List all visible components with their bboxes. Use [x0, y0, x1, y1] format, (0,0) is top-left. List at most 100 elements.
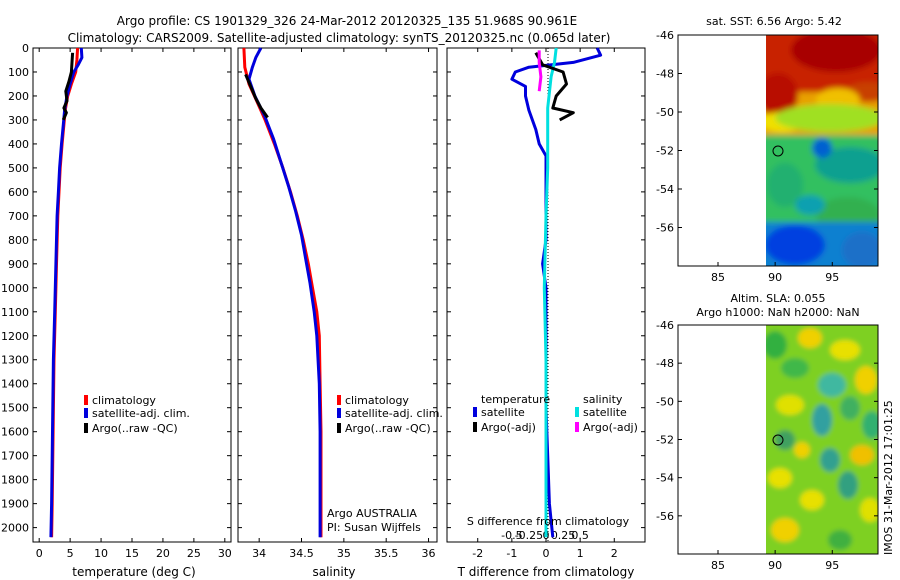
- y-tick-label: 500: [8, 162, 29, 175]
- map-y-tick-label: -54: [656, 472, 674, 485]
- argo-pi-label: PI: Susan Wijffels: [327, 521, 421, 534]
- map-y-tick-label: -56: [656, 222, 674, 235]
- sst-argo-location-marker: [772, 145, 784, 157]
- salinity-series: [242, 47, 323, 538]
- salinity-panel: 34 34.5 35 35.5 36 salinity climatology sate…: [237, 47, 443, 579]
- sla-map-title-line1: Altim. SLA: 0.055: [730, 292, 825, 305]
- series-line-climatology: [242, 47, 323, 538]
- map-y-tick-label: -50: [656, 395, 674, 408]
- y-tick-label: 200: [8, 90, 29, 103]
- legend-label-satellite: satellite-adj. clim.: [92, 407, 190, 420]
- y-tick-label: 1600: [1, 426, 29, 439]
- sla-map-title-line2: Argo h1000: NaN h2000: NaN: [696, 306, 859, 319]
- legend-swatch-satellite: [84, 408, 88, 418]
- legend-swatch-argo: [84, 423, 88, 433]
- legend-label-climatology: climatology: [345, 394, 409, 407]
- s-tick-label: 0.25: [551, 529, 576, 542]
- y-tick-label: 0: [22, 42, 29, 55]
- difference-series: [510, 47, 603, 538]
- y-tick-label: 1300: [1, 354, 29, 367]
- map-x-tick-label: 95: [825, 271, 839, 284]
- y-tick-label: 400: [8, 138, 29, 151]
- series-line-argo: [244, 73, 269, 119]
- y-tick-label: 1500: [1, 402, 29, 415]
- x-tick-label: 25: [187, 547, 201, 560]
- temperature-panel: 0100200300400500600700800900100011001200…: [1, 42, 232, 579]
- map-x-tick-label: 95: [825, 559, 839, 572]
- sst-heatmap: [766, 35, 878, 266]
- map-y-tick-label: -52: [656, 145, 674, 158]
- map-y-tick-label: -46: [656, 29, 674, 42]
- legend-label-argo: Argo(..raw -QC): [345, 422, 431, 435]
- map-y-tick-label: -52: [656, 434, 674, 447]
- map-y-tick-label: -48: [656, 357, 674, 370]
- legend-label-t-argo: Argo(-adj): [481, 421, 536, 434]
- y-tick-label: 1100: [1, 306, 29, 319]
- legend-swatch-argo: [337, 423, 341, 433]
- temperature-series: [49, 47, 84, 538]
- legend-swatch-t-satellite: [473, 407, 477, 417]
- x-tick-label: 15: [125, 547, 139, 560]
- sla-heatmap: [766, 325, 878, 554]
- temperature-xlabel: temperature (deg C): [72, 565, 195, 579]
- series-line-satellite: [247, 47, 322, 538]
- x-tick-label: 35: [337, 547, 351, 560]
- legend-label-s-argo: Argo(-adj): [583, 421, 638, 434]
- x-tick-label: 34.5: [289, 547, 314, 560]
- legend-swatch-climatology: [84, 395, 88, 405]
- x-tick-label: 5: [67, 547, 74, 560]
- x-tick-label: 0: [543, 547, 550, 560]
- y-tick-label: 600: [8, 186, 29, 199]
- y-tick-label: 700: [8, 210, 29, 223]
- y-tick-label: 800: [8, 234, 29, 247]
- map-x-tick-label: 90: [768, 271, 782, 284]
- s-tick-label: 0.5: [571, 529, 589, 542]
- map-y-tick-label: -54: [656, 183, 674, 196]
- difference-legend: temperature salinity satellite Argo(-adj…: [473, 393, 638, 434]
- y-tick-label: 1700: [1, 450, 29, 463]
- map-x-tick-label: 85: [711, 559, 725, 572]
- x-tick-label: 0: [36, 547, 43, 560]
- legend-label-climatology: climatology: [92, 394, 156, 407]
- figure-title-line2: Climatology: CARS2009. Satellite-adjuste…: [68, 31, 611, 45]
- sla-argo-location-marker: [772, 434, 784, 446]
- legend-title-salinity: salinity: [583, 393, 623, 406]
- legend-swatch-satellite: [337, 408, 341, 418]
- difference-panel: -2 -1 0 1 2-0.5-0.25 0 0.250.5 T difference fr…: [446, 47, 646, 579]
- series-line-satellite: [49, 47, 84, 538]
- y-tick-label: 300: [8, 114, 29, 127]
- series-line-t-argo: [534, 52, 575, 122]
- map-x-tick-label: 85: [711, 271, 725, 284]
- x-tick-label: 34: [252, 547, 266, 560]
- y-tick-label: 1400: [1, 378, 29, 391]
- s-tick-label: -0.5: [501, 529, 522, 542]
- y-tick-label: 1000: [1, 282, 29, 295]
- y-tick-label: 1800: [1, 474, 29, 487]
- figure-title-line1: Argo profile: CS 1901329_326 24-Mar-2012…: [117, 14, 577, 28]
- sst-map-panel: sat. SST: 6.56 Argo: 5.42: [656, 15, 879, 284]
- x-tick-label: 36: [422, 547, 436, 560]
- legend-title-temperature: temperature: [481, 393, 550, 406]
- temperature-legend: climatology satellite-adj. clim. Argo(..…: [84, 394, 190, 435]
- sst-map-ticks: 85 90 95 -46 -48 -50 -52 -54 -56: [656, 29, 878, 284]
- salinity-ticks: 34 34.5 35 35.5 36: [238, 47, 437, 560]
- x-tick-label: 1: [577, 547, 584, 560]
- difference-xlabel-top: S difference from climatology: [467, 515, 630, 528]
- series-line-argo: [61, 52, 75, 121]
- series-line-t-satellite: [510, 47, 603, 538]
- map-y-tick-label: -48: [656, 68, 674, 81]
- sla-map-ticks: 85 90 95 -46 -48 -50 -52 -54 -56: [656, 319, 878, 572]
- y-tick-label: 100: [8, 66, 29, 79]
- x-tick-label: 20: [156, 547, 170, 560]
- imos-timestamp-label: IMOS 31-Mar-2012 17:01:25: [882, 400, 895, 555]
- map-x-tick-label: 90: [768, 559, 782, 572]
- legend-label-s-satellite: satellite: [583, 406, 627, 419]
- legend-swatch-s-argo: [575, 422, 579, 432]
- legend-swatch-t-argo: [473, 422, 477, 432]
- x-tick-label: 10: [94, 547, 108, 560]
- x-tick-label: -1: [506, 547, 517, 560]
- salinity-axes-frame: [237, 47, 438, 543]
- map-y-tick-label: -50: [656, 106, 674, 119]
- series-line-s-argo: [537, 50, 543, 92]
